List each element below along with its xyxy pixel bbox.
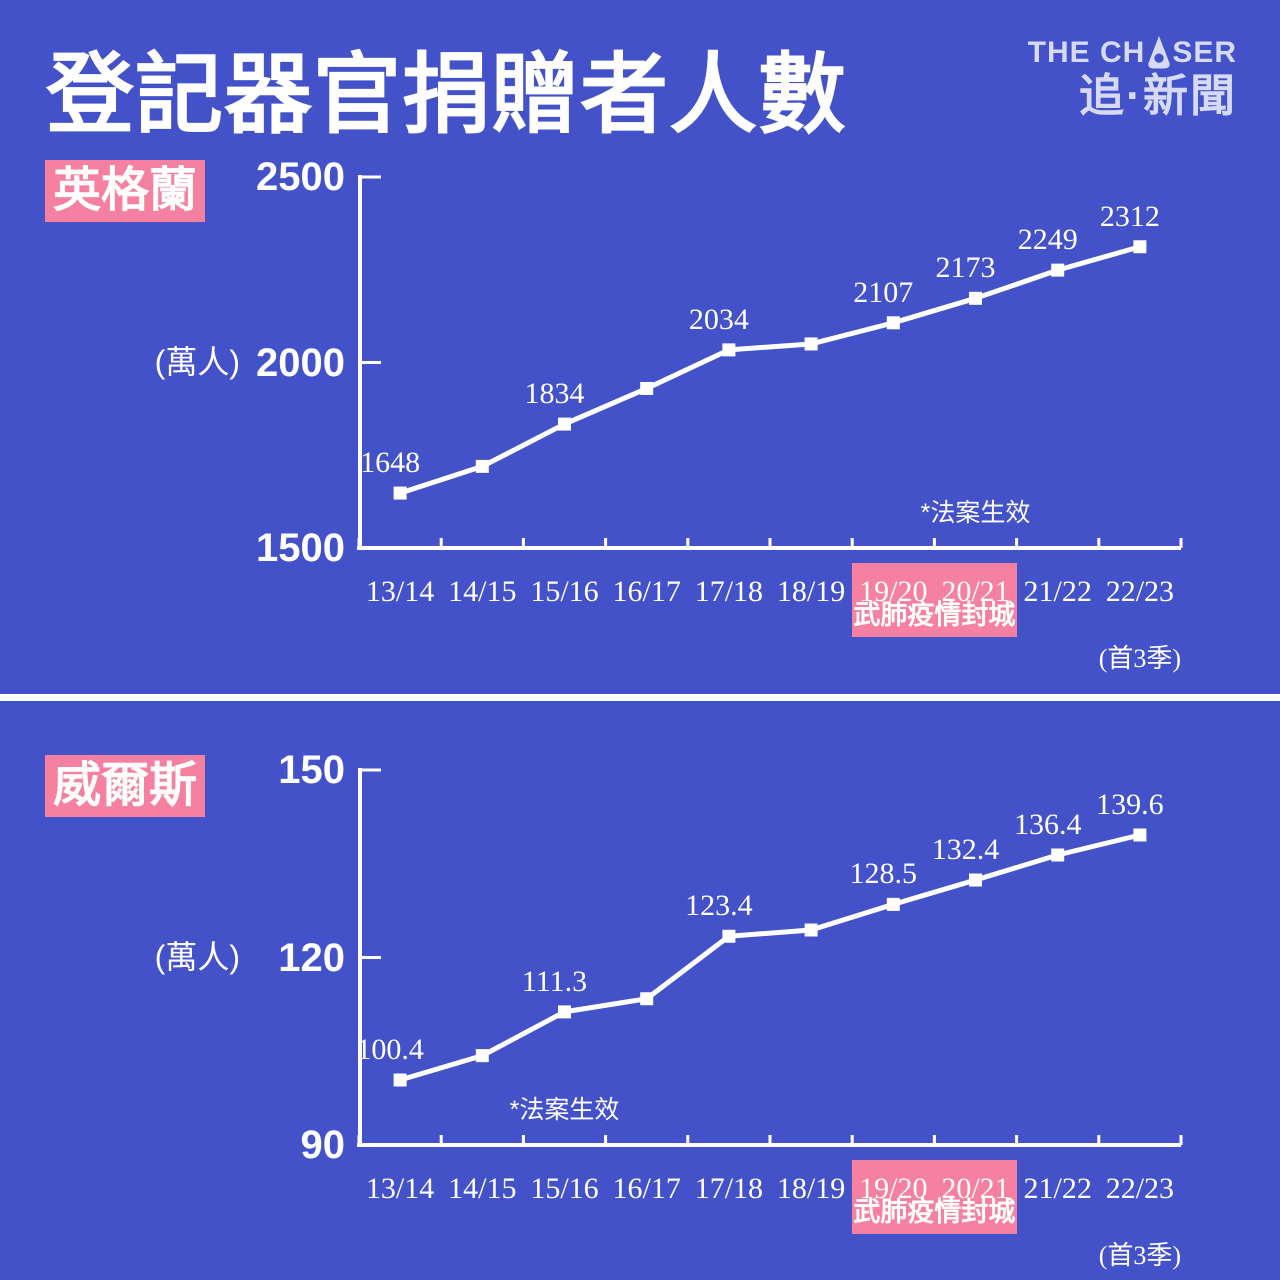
data-point-label: 128.5 <box>849 857 918 891</box>
law-effective-annotation: *法案生效 <box>509 1096 620 1124</box>
x-tick-label: 14/15 <box>448 575 517 608</box>
page-title: 登記器官捐贈者人數 <box>46 45 848 144</box>
x-tick-label: 18/19 <box>776 1172 846 1205</box>
data-point-label: 2312 <box>1099 199 1160 233</box>
x-tick-label: 15/16 <box>530 575 599 608</box>
x-tick-label: 22/23 <box>1105 1172 1175 1205</box>
brand-wordmark: THE CH SER <box>1028 36 1237 69</box>
lockdown-highlight-box <box>852 563 1017 637</box>
region-badge-england: 英格蘭 <box>45 160 206 222</box>
data-point-label: 100.4 <box>356 1033 424 1066</box>
x-tick-label: 16/17 <box>612 1172 681 1205</box>
x-tick-label: 13/14 <box>365 1172 435 1205</box>
brand-name-chinese: 追·新聞 <box>1079 70 1237 121</box>
x-tick-note: (首3季) <box>1098 1241 1182 1270</box>
brand-wordmark-post: SER <box>1172 36 1237 69</box>
law-effective-annotation: *法案生效 <box>920 499 1031 527</box>
x-tick-label: 22/23 <box>1105 575 1175 608</box>
x-tick-label: 18/19 <box>776 575 846 608</box>
y-tick-label: 120 <box>278 935 345 980</box>
x-tick-label: 16/17 <box>612 575 681 608</box>
x-tick-label: 20/21 <box>941 575 1010 608</box>
data-point-label: 123.4 <box>685 889 753 923</box>
data-point-label: 2034 <box>688 302 749 336</box>
y-tick-label: 150 <box>278 748 345 792</box>
x-tick-label: 17/18 <box>694 575 764 608</box>
data-point-label: 1834 <box>524 377 585 411</box>
y-tick-label: 90 <box>300 1123 346 1167</box>
x-tick-label: 19/20 <box>859 1172 928 1205</box>
y-tick-label: 2000 <box>256 340 345 385</box>
data-point-label: 111.3 <box>521 964 588 998</box>
data-point-label: 1648 <box>360 446 421 480</box>
x-tick-label: 13/14 <box>365 575 435 608</box>
y-tick-label: 2500 <box>256 155 345 199</box>
data-point-label: 136.4 <box>1013 808 1082 841</box>
y-axis-unit-label-wales: (萬人) <box>154 939 240 975</box>
x-tick-label: 21/22 <box>1023 575 1092 608</box>
x-tick-label: 20/21 <box>941 1172 1010 1205</box>
x-tick-note: (首3季) <box>1098 644 1182 673</box>
brand-logo: THE CH SER 追·新聞 <box>1028 36 1237 121</box>
data-point-label: 139.6 <box>1096 788 1164 821</box>
y-tick-label: 1500 <box>256 526 345 570</box>
x-tick-label: 14/15 <box>448 1172 517 1205</box>
lockdown-highlight-box <box>852 1160 1017 1234</box>
y-axis-unit-label-england: (萬人) <box>154 344 240 380</box>
pen-nib-icon <box>1148 36 1170 69</box>
section-divider <box>0 694 1280 701</box>
x-tick-label: 19/20 <box>859 575 928 608</box>
data-point-label: 2107 <box>853 275 914 309</box>
data-point-label: 2249 <box>1017 223 1078 257</box>
lockdown-caption: 武肺疫情封城 <box>853 1197 1016 1227</box>
x-tick-label: 17/18 <box>694 1172 764 1205</box>
x-tick-label: 21/22 <box>1023 1172 1092 1205</box>
region-badge-wales: 威爾斯 <box>45 755 206 817</box>
x-tick-label: 15/16 <box>530 1172 599 1205</box>
data-point-label: 132.4 <box>931 833 1000 866</box>
brand-wordmark-pre: THE CH <box>1027 36 1146 69</box>
lockdown-caption: 武肺疫情封城 <box>853 600 1016 630</box>
data-point-label: 2173 <box>935 251 996 285</box>
